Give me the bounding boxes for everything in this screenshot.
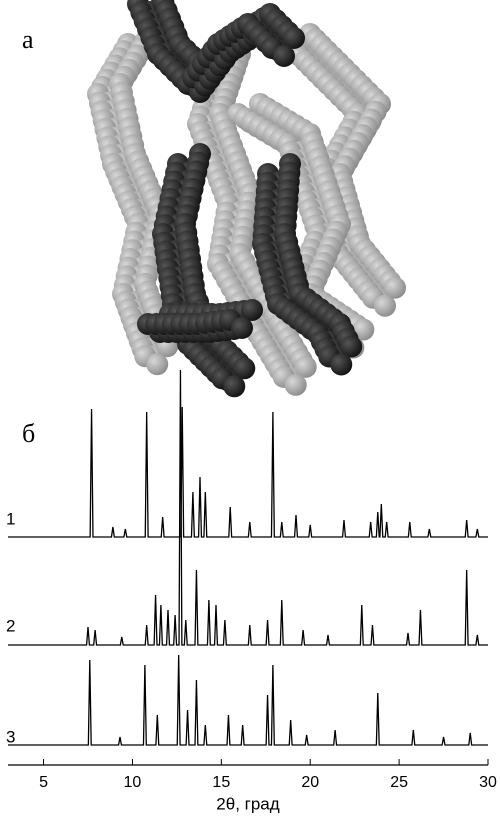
- atom: [330, 353, 353, 376]
- pattern-line: [8, 406, 488, 538]
- atom: [273, 45, 295, 67]
- molecular-structure: [87, 0, 406, 398]
- atom: [283, 27, 305, 49]
- atom: [384, 276, 406, 299]
- atom: [146, 353, 169, 376]
- pattern-line: [8, 369, 488, 646]
- x-tick-label: 25: [390, 774, 408, 791]
- atom: [231, 317, 253, 339]
- series-label: 1: [6, 509, 15, 528]
- x-tick-label: 10: [124, 774, 142, 791]
- series-label: 2: [6, 616, 15, 635]
- atom: [294, 355, 317, 378]
- atom: [241, 299, 263, 321]
- pattern-line: [8, 654, 488, 746]
- atom: [340, 335, 363, 358]
- x-tick-label: 5: [39, 774, 48, 791]
- atom: [284, 373, 307, 396]
- atom: [223, 375, 246, 398]
- atom: [233, 357, 256, 380]
- x-tick-label: 20: [301, 774, 319, 791]
- x-tick-label: 15: [212, 774, 230, 791]
- panel-label: а: [22, 25, 34, 54]
- x-axis-label: 2θ, град: [216, 794, 279, 813]
- atom: [352, 318, 375, 341]
- x-tick-label: 30: [479, 774, 497, 791]
- panel-label: б: [22, 419, 35, 448]
- series-label: 3: [6, 727, 15, 746]
- atom: [374, 294, 396, 317]
